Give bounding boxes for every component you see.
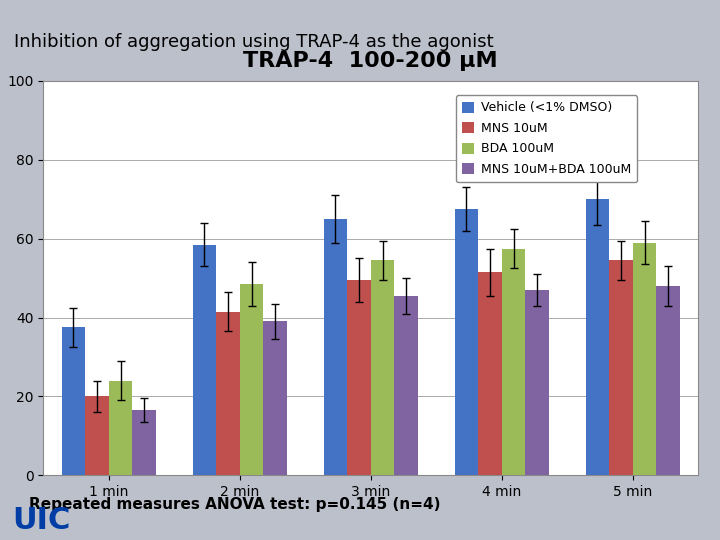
Bar [657, 286, 680, 475]
Title: TRAP-4  100-200 μM: TRAP-4 100-200 μM [243, 51, 498, 71]
Bar [216, 312, 240, 475]
Bar [585, 199, 609, 475]
Bar [454, 209, 478, 475]
Bar [502, 248, 526, 475]
Text: Repeated measures ANOVA test: p=0.145 (n=4): Repeated measures ANOVA test: p=0.145 (n… [29, 497, 441, 512]
Bar [109, 381, 132, 475]
Bar [395, 296, 418, 475]
Bar [240, 284, 264, 475]
Bar [478, 272, 502, 475]
Text: Inhibition of aggregation using TRAP-4 as the agonist: Inhibition of aggregation using TRAP-4 a… [14, 33, 494, 51]
Bar [61, 327, 85, 475]
Text: UIC: UIC [13, 506, 71, 535]
Bar [192, 245, 216, 475]
Bar [132, 410, 156, 475]
Bar [609, 260, 633, 475]
Bar [371, 260, 395, 475]
Bar [323, 219, 347, 475]
Bar [347, 280, 371, 475]
Legend: Vehicle (<1% DMSO), MNS 10uM, BDA 100uM, MNS 10uM+BDA 100uM: Vehicle (<1% DMSO), MNS 10uM, BDA 100uM,… [456, 95, 637, 182]
Bar [264, 321, 287, 475]
Bar [85, 396, 109, 475]
Bar [633, 242, 657, 475]
Bar [526, 290, 549, 475]
